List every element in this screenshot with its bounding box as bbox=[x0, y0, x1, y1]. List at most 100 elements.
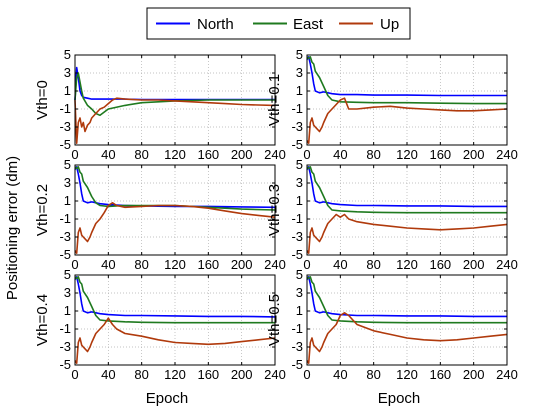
panel-2-xtick-label-1: 40 bbox=[333, 147, 347, 162]
panel-4-label: Vth=0.3 bbox=[266, 184, 283, 236]
panel-1-xtick-label-5: 200 bbox=[231, 147, 253, 162]
panel-2-xtick-label-0: 0 bbox=[303, 147, 310, 162]
panel-4-xtick-label-4: 160 bbox=[429, 257, 451, 272]
legend-label-north: North bbox=[197, 16, 234, 33]
panel-1-series-up bbox=[74, 97, 276, 144]
panel-5-ytick-label-0: -5 bbox=[59, 357, 71, 372]
panel-1: -5 -3 -1 1 3 5 0 40 80 120 160 200 240 Vth=0 bbox=[34, 47, 286, 162]
legend: North East Up bbox=[146, 7, 411, 40]
xlabel-left: Epoch bbox=[146, 390, 189, 407]
panel-2-series-north bbox=[306, 55, 507, 97]
panel-6-ytick-label-4: 3 bbox=[296, 285, 303, 300]
panel-2-xtick-label-2: 80 bbox=[366, 147, 380, 162]
panel-5-series-north bbox=[74, 275, 276, 318]
panel-3-ytick-label-3: 1 bbox=[64, 193, 71, 208]
panel-6-xtick-label-0: 0 bbox=[303, 367, 310, 382]
panel-2-xtick-label-4: 160 bbox=[429, 147, 451, 162]
panel-6-series-north bbox=[306, 275, 507, 318]
panel-6-xtick-label-4: 160 bbox=[429, 367, 451, 382]
panel-2-ytick-label-2: -1 bbox=[291, 101, 303, 116]
legend-label-east: East bbox=[293, 16, 324, 33]
panel-6-ytick-label-2: -1 bbox=[291, 321, 303, 336]
panel-2-xtick-label-5: 200 bbox=[463, 147, 485, 162]
panel-6-series-east bbox=[306, 275, 507, 324]
panel-5-xtick-label-2: 80 bbox=[134, 367, 148, 382]
panel-3-label: Vth=0.2 bbox=[34, 184, 51, 236]
panel-1-label: Vth=0 bbox=[34, 80, 51, 120]
panel-2: -5 -3 -1 1 3 5 0 40 80 120 160 200 240 Vth=0.1 bbox=[266, 47, 518, 162]
panel-2-ytick-label-4: 3 bbox=[296, 65, 303, 80]
panel-6-ytick-label-3: 1 bbox=[296, 303, 303, 318]
panel-3-xtick-label-5: 200 bbox=[231, 257, 253, 272]
panel-6-ytick-label-1: -3 bbox=[291, 339, 303, 354]
panel-4-xtick-label-0: 0 bbox=[303, 257, 310, 272]
panel-3-xtick-label-3: 120 bbox=[164, 257, 186, 272]
panel-5: -5 -3 -1 1 3 5 0 40 80 120 160 200 240 Vth=0.4 bbox=[34, 267, 286, 382]
panel-2-series-east bbox=[306, 55, 507, 105]
panel-1-xtick-label-1: 40 bbox=[101, 147, 115, 162]
panel-3-ytick-label-0: -5 bbox=[59, 247, 71, 262]
legend-label-up: Up bbox=[380, 16, 399, 33]
panel-5-series-up bbox=[74, 317, 276, 365]
panel-3-xtick-label-6: 240 bbox=[264, 257, 286, 272]
panel-3-ytick-label-5: 5 bbox=[64, 157, 71, 172]
panel-6-ytick-label-5: 5 bbox=[296, 267, 303, 282]
panel-5-xtick-label-4: 160 bbox=[197, 367, 219, 382]
panel-2-xtick-label-3: 120 bbox=[396, 147, 418, 162]
panel-6-ytick-label-0: -5 bbox=[291, 357, 303, 372]
panel-5-ytick-label-2: -1 bbox=[59, 321, 71, 336]
panel-4-ytick-label-0: -5 bbox=[291, 247, 303, 262]
panel-2-series-up bbox=[306, 97, 508, 144]
panel-1-ytick-label-2: -1 bbox=[59, 101, 71, 116]
panel-3-xtick-label-2: 80 bbox=[134, 257, 148, 272]
panel-5-ytick-label-4: 3 bbox=[64, 285, 71, 300]
panel-1-ytick-label-3: 1 bbox=[64, 83, 71, 98]
panel-6: -5 -3 -1 1 3 5 0 40 80 120 160 200 240 Vth=0.5 bbox=[266, 267, 518, 382]
panel-6-xtick-label-2: 80 bbox=[366, 367, 380, 382]
panel-3-ytick-label-4: 3 bbox=[64, 175, 71, 190]
panel-4-series-up bbox=[306, 213, 508, 254]
panel-1-ytick-label-4: 3 bbox=[64, 65, 71, 80]
panel-5-xtick-label-5: 200 bbox=[231, 367, 253, 382]
panel-5-xtick-label-1: 40 bbox=[101, 367, 115, 382]
panel-4-ytick-label-1: -3 bbox=[291, 229, 303, 244]
panel-5-xtick-label-0: 0 bbox=[71, 367, 78, 382]
panel-3-ytick-label-2: -1 bbox=[59, 211, 71, 226]
panel-3-xtick-label-0: 0 bbox=[71, 257, 78, 272]
panel-3-series-up bbox=[74, 202, 276, 254]
panel-6-xtick-label-1: 40 bbox=[333, 367, 347, 382]
panel-2-ytick-label-5: 5 bbox=[296, 47, 303, 62]
panel-4-xtick-label-6: 240 bbox=[496, 257, 518, 272]
panel-1-ytick-label-1: -3 bbox=[59, 119, 71, 134]
panel-4-ytick-label-5: 5 bbox=[296, 157, 303, 172]
panel-1-xtick-label-4: 160 bbox=[197, 147, 219, 162]
panel-5-ytick-label-5: 5 bbox=[64, 267, 71, 282]
panel-2-xtick-label-6: 240 bbox=[496, 147, 518, 162]
panel-2-ytick-label-1: -3 bbox=[291, 119, 303, 134]
panel-4-ytick-label-3: 1 bbox=[296, 193, 303, 208]
panel-4-ytick-label-4: 3 bbox=[296, 175, 303, 190]
panel-6-xtick-label-6: 240 bbox=[496, 367, 518, 382]
panel-3-xtick-label-4: 160 bbox=[197, 257, 219, 272]
panel-4-series-east bbox=[306, 166, 507, 214]
panel-5-xtick-label-6: 240 bbox=[264, 367, 286, 382]
panel-1-ytick-label-0: -5 bbox=[59, 137, 71, 152]
panel-6-xtick-label-5: 200 bbox=[463, 367, 485, 382]
panel-4: -5 -3 -1 1 3 5 0 40 80 120 160 200 240 Vth=0.3 bbox=[266, 157, 518, 272]
panel-4-xtick-label-1: 40 bbox=[333, 257, 347, 272]
panel-4-xtick-label-5: 200 bbox=[463, 257, 485, 272]
panel-1-xtick-label-6: 240 bbox=[264, 147, 286, 162]
panel-6-series-up bbox=[306, 311, 508, 365]
panel-5-label: Vth=0.4 bbox=[34, 294, 51, 346]
panel-4-series-north bbox=[306, 166, 507, 208]
panel-4-xtick-label-3: 120 bbox=[396, 257, 418, 272]
panel-3-xtick-label-1: 40 bbox=[101, 257, 115, 272]
panel-5-ytick-label-3: 1 bbox=[64, 303, 71, 318]
panel-2-ytick-label-0: -5 bbox=[291, 137, 303, 152]
panel-6-label: Vth=0.5 bbox=[266, 294, 283, 346]
panel-1-xtick-label-2: 80 bbox=[134, 147, 148, 162]
panel-2-ytick-label-3: 1 bbox=[296, 83, 303, 98]
panel-5-series-east bbox=[74, 275, 275, 324]
panel-1-ytick-label-5: 5 bbox=[64, 47, 71, 62]
